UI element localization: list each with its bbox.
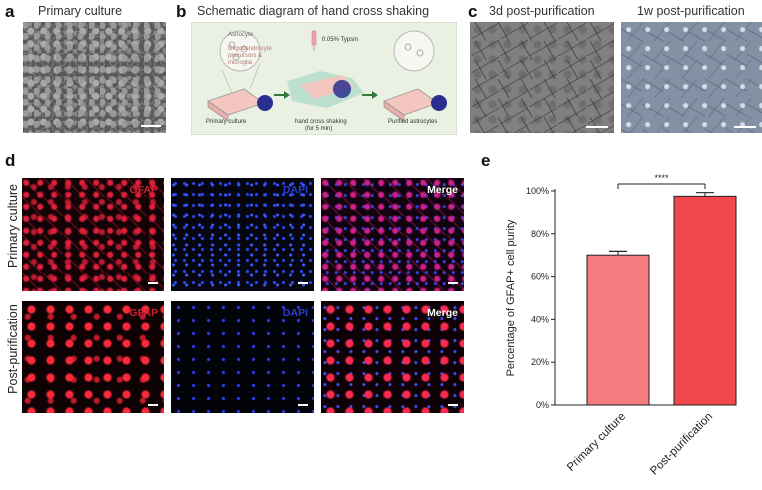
x-tick-label: Post-purification <box>648 411 715 478</box>
other-cells-label-2: precursors & <box>228 53 263 59</box>
micrograph-1w-post <box>621 22 762 133</box>
scale-bar <box>298 282 308 284</box>
primary-culture-micrograph <box>23 22 166 133</box>
significance-label: **** <box>654 173 669 183</box>
gfap-post-image: GFAP <box>22 301 164 413</box>
scale-bar <box>141 125 161 127</box>
y-tick-label: 100% <box>526 186 549 196</box>
dapi-post-image: DAPI <box>171 301 314 413</box>
stain-label-merge: Merge <box>427 184 458 196</box>
scale-bar <box>148 404 158 406</box>
panel-d-letter: d <box>5 151 16 170</box>
purity-bar-chart: 0% 20% 40% 60% 80% 100% Percentage of GFAP+ ce… <box>505 173 737 478</box>
stain-label-dapi: DAPI <box>282 307 308 319</box>
astrocyte-label: Astrocyte <box>228 32 254 38</box>
stain-label-merge: Merge <box>427 307 458 319</box>
y-tick-label: 40% <box>531 314 549 324</box>
step-primary-culture: Primary culture <box>206 119 247 125</box>
merge-primary-image: Merge <box>321 178 464 291</box>
micrograph-3d-post <box>470 22 614 133</box>
scale-bar <box>448 404 458 406</box>
y-tick-label: 0% <box>536 400 549 410</box>
scale-bar <box>586 126 608 128</box>
gfap-primary-image: GFAP <box>22 178 164 291</box>
step-duration: (for 5 min) <box>305 126 333 132</box>
stain-label-dapi: DAPI <box>282 184 308 196</box>
schematic-drawing <box>207 30 447 122</box>
bar-primary-culture <box>586 254 650 406</box>
stain-label-gfap: GFAP <box>129 184 158 196</box>
panel-e-letter: e <box>481 151 491 170</box>
scale-bar <box>298 404 308 406</box>
panel-c-title-1w: 1w post-purification <box>637 4 745 18</box>
step-hand-cross-shaking: hand cross shaking <box>295 119 347 125</box>
trypsin-label: 0.05% Typsin <box>322 37 358 43</box>
x-tick-label: Primary culture <box>565 411 628 474</box>
row-label-post-purification: Post-purification <box>6 304 20 394</box>
y-tick-label: 60% <box>531 272 549 282</box>
stain-label-gfap: GFAP <box>129 307 158 319</box>
step-purified-astrocytes: Purified astrocytes <box>388 119 438 125</box>
panel-b-letter: b <box>176 2 187 21</box>
dapi-primary-image: DAPI <box>171 178 314 291</box>
row-label-primary-culture: Primary culture <box>6 183 20 269</box>
scale-bar <box>734 126 756 128</box>
panel-c-title-3d: 3d post-purification <box>489 4 595 18</box>
other-cells-label-3: microglia <box>228 60 253 66</box>
panel-c-letter: c <box>468 2 478 21</box>
other-cells-label-1: Oligodendrocyte <box>228 46 272 52</box>
schematic-diagram: Astrocyte Oligodendrocyte precursors & m… <box>191 22 457 135</box>
panel-b-title: Schematic diagram of hand cross shaking <box>197 4 430 18</box>
merge-post-image: Merge <box>321 301 464 413</box>
y-axis-label: Percentage of GFAP+ cell purity <box>505 219 517 376</box>
y-tick-label: 20% <box>531 357 549 367</box>
panel-a-title: Primary culture <box>38 4 123 18</box>
bar-post-purification <box>673 195 737 406</box>
scale-bar <box>448 282 458 284</box>
scale-bar <box>148 282 158 284</box>
panel-a-letter: a <box>5 2 15 21</box>
y-tick-label: 80% <box>531 229 549 239</box>
